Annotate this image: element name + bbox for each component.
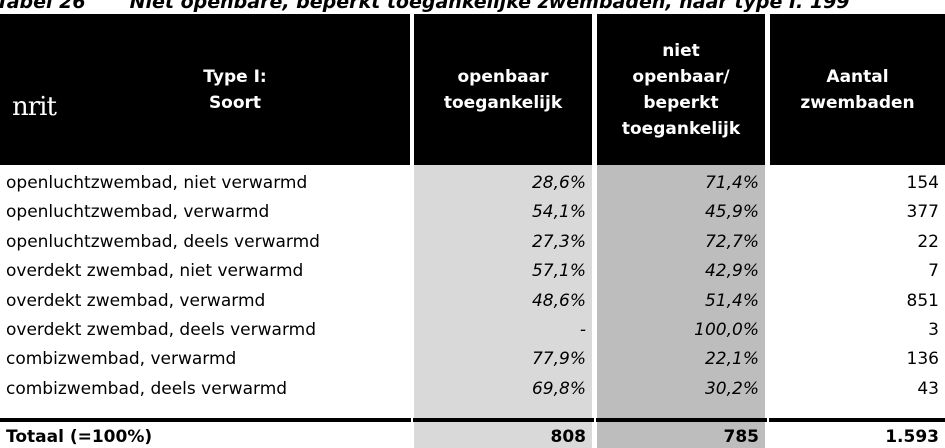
row-label: Totaal (=100%) [6,427,153,447]
cell-value: 72,7% [704,231,759,252]
row-label: combizwembad, verwarmd [6,349,237,370]
cell-value: 22,1% [704,349,759,370]
cell-value: 54,1% [531,202,586,223]
cell-value: 30,2% [704,378,759,399]
column-bg [0,165,410,448]
cell-value: 808 [550,427,587,447]
cell-value: 48,6% [531,290,586,311]
cell-value: 57,1% [531,261,586,282]
cell-value: 154 [906,173,939,193]
header-cell: niet openbaar/ beperkt toegankelijk [597,14,765,165]
cell-value: 27,3% [531,231,586,252]
cell-value: 51,4% [704,290,759,311]
cell-value: 69,8% [531,378,586,399]
column-bg [414,165,592,448]
cell-value: 43 [917,378,939,399]
column-rule [593,165,596,448]
column-rule [766,165,769,448]
cell-value: 45,9% [704,202,759,223]
cell-value: 1.593 [885,427,939,447]
cell-value: - [579,320,586,340]
title: Tabel 26 Niet openbare, beperkt toegankel… [0,0,894,13]
cell-value: 851 [906,290,939,311]
column-bg [597,165,765,448]
header-cell: Aantal zwembaden [770,14,945,165]
title-label: Tabel 26 [0,0,86,13]
row-label: openluchtzwembad, niet verwarmd [6,173,308,193]
column-rule [411,165,413,448]
header-cell: openbaar toegankelijk [414,14,592,165]
row-label: overdekt zwembad, niet verwarmd [6,261,304,282]
cell-value: 22 [917,231,939,252]
header-cell: Type I: Soort [0,14,410,165]
row-label: openluchtzwembad, verwarmd [6,202,270,223]
row-label: overdekt zwembad, deels verwarmd [6,320,316,340]
cell-value: 136 [906,349,939,370]
title-text: Niet openbare, beperkt toegankelijke zwe… [129,0,850,13]
cell-value: 71,4% [704,173,759,193]
cell-value: 28,6% [531,173,586,193]
logo: nrit [12,92,57,122]
cell-value: 77,9% [531,349,586,370]
cell-value: 3 [928,320,939,340]
cell-value: 7 [928,261,939,282]
cell-value: 377 [906,202,939,223]
cell-value: 785 [723,427,760,447]
row-label: combizwembad, deels verwarmd [6,378,288,399]
row-label: openluchtzwembad, deels verwarmd [6,231,320,252]
total-rule [0,418,945,422]
column-bg [770,165,945,448]
cell-value: 42,9% [704,261,759,282]
row-label: overdekt zwembad, verwarmd [6,290,266,311]
cell-value: 100,0% [694,320,759,340]
